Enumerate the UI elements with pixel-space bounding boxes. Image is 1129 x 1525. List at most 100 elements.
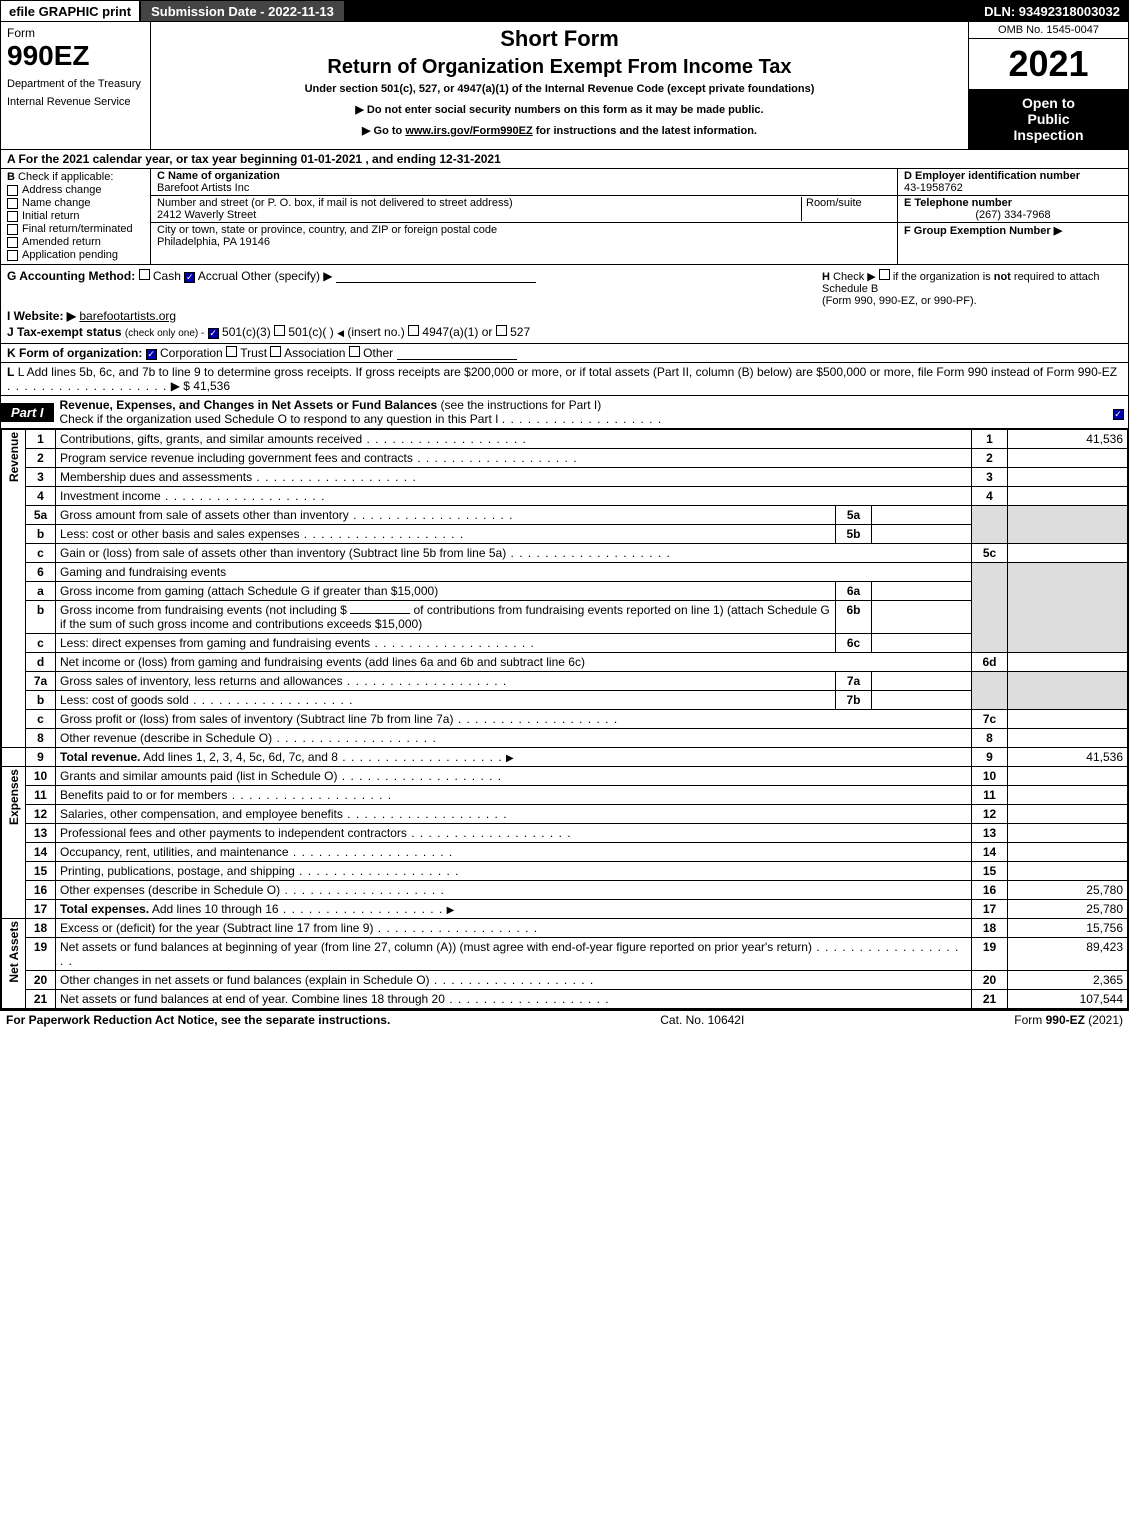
lbl-amended-return: Amended return xyxy=(22,236,101,248)
rn-7c: 7c xyxy=(972,710,1008,729)
rv-6d xyxy=(1008,653,1128,672)
dots-icon xyxy=(7,379,167,393)
line-l-text: L Add lines 5b, 6c, and 7b to line 9 to … xyxy=(18,365,1117,379)
ln-6: 6 xyxy=(26,563,56,582)
lbl-trust: Trust xyxy=(240,346,267,360)
chk-501c[interactable] xyxy=(274,325,285,336)
desc-5c: Gain or (loss) from sale of assets other… xyxy=(56,544,972,563)
footer-right-post: (2021) xyxy=(1085,1013,1123,1027)
open2: Public xyxy=(973,111,1124,127)
chk-name-change[interactable] xyxy=(7,198,18,209)
line-h-not: not xyxy=(994,271,1011,283)
chk-application-pending[interactable] xyxy=(7,250,18,261)
chk-4947[interactable] xyxy=(408,325,419,336)
desc-19: Net assets or fund balances at beginning… xyxy=(56,938,972,971)
chk-line-h[interactable] xyxy=(879,269,890,280)
expenses-side-label: Expenses xyxy=(2,767,26,919)
rv-20: 2,365 xyxy=(1008,971,1128,990)
mn-6a: 6a xyxy=(836,582,872,601)
desc-6b: Gross income from fundraising events (no… xyxy=(56,601,836,634)
rn-6d: 6d xyxy=(972,653,1008,672)
ln-4: 4 xyxy=(26,487,56,506)
lbl-501c3: 501(c)(3) xyxy=(222,325,271,339)
desc-7a: Gross sales of inventory, less returns a… xyxy=(56,672,836,691)
chk-initial-return[interactable] xyxy=(7,211,18,222)
footer-right-bold: 990-EZ xyxy=(1046,1013,1085,1027)
rv-16: 25,780 xyxy=(1008,881,1128,900)
chk-trust[interactable] xyxy=(226,346,237,357)
netassets-side-label: Net Assets xyxy=(2,919,26,1009)
desc-16: Other expenses (describe in Schedule O) xyxy=(56,881,972,900)
chk-association[interactable] xyxy=(270,346,281,357)
rv-15 xyxy=(1008,862,1128,881)
ln-5b: b xyxy=(26,525,56,544)
ln-17: 17 xyxy=(26,900,56,919)
ln-3: 3 xyxy=(26,468,56,487)
chk-amended-return[interactable] xyxy=(7,237,18,248)
ln-6d: d xyxy=(26,653,56,672)
chk-527[interactable] xyxy=(496,325,507,336)
org-name: Barefoot Artists Inc xyxy=(157,182,891,194)
chk-final-return[interactable] xyxy=(7,224,18,235)
line-k-label: K Form of organization: xyxy=(7,346,142,360)
ln-10: 10 xyxy=(26,767,56,786)
ln-15: 15 xyxy=(26,862,56,881)
room-label: Room/suite xyxy=(806,197,891,209)
ln-6c: c xyxy=(26,634,56,653)
chk-corporation[interactable]: ✓ xyxy=(146,349,157,360)
group-exempt-label: F Group Exemption Number ▶ xyxy=(904,225,1062,237)
part-1-table: Revenue 1 Contributions, gifts, grants, … xyxy=(1,429,1128,1009)
ln-7b: b xyxy=(26,691,56,710)
shade-6v xyxy=(1008,563,1128,653)
desc-8: Other revenue (describe in Schedule O) xyxy=(56,729,972,748)
chk-accrual[interactable]: ✓ xyxy=(184,272,195,283)
desc-6a: Gross income from gaming (attach Schedul… xyxy=(56,582,836,601)
rv-7c xyxy=(1008,710,1128,729)
desc-3: Membership dues and assessments xyxy=(56,468,972,487)
desc-9: Total revenue. Add lines 1, 2, 3, 4, 5c,… xyxy=(56,748,972,767)
rv-8 xyxy=(1008,729,1128,748)
lbl-initial-return: Initial return xyxy=(22,210,79,222)
lbl-cash: Cash xyxy=(153,269,181,283)
rn-19: 19 xyxy=(972,938,1008,971)
dln: DLN: 93492318003032 xyxy=(976,4,1128,19)
desc-11: Benefits paid to or for members xyxy=(56,786,972,805)
chk-501c3[interactable]: ✓ xyxy=(208,328,219,339)
rn-12: 12 xyxy=(972,805,1008,824)
ln-6b: b xyxy=(26,601,56,634)
desc-7b: Less: cost of goods sold xyxy=(56,691,836,710)
footer-catno: Cat. No. 10642I xyxy=(390,1013,1014,1027)
mv-5a xyxy=(872,506,972,525)
rv-17: 25,780 xyxy=(1008,900,1128,919)
rn-1: 1 xyxy=(972,430,1008,449)
line-h-text5: (Form 990, 990-EZ, or 990-PF). xyxy=(822,295,977,307)
ln-19: 19 xyxy=(26,938,56,971)
note2-post: for instructions and the latest informat… xyxy=(533,125,757,137)
part-1-title-sub: (see the instructions for Part I) xyxy=(441,398,602,412)
chk-schedule-o[interactable]: ✓ xyxy=(1113,409,1124,420)
shade-5v xyxy=(1008,506,1128,544)
other-org-blank xyxy=(397,346,517,360)
website-link[interactable]: barefootartists.org xyxy=(79,309,176,323)
rv-13 xyxy=(1008,824,1128,843)
city-label: City or town, state or province, country… xyxy=(157,224,891,236)
irs-link[interactable]: www.irs.gov/Form990EZ xyxy=(405,125,532,137)
ln-11: 11 xyxy=(26,786,56,805)
submission-date: Submission Date - 2022-11-13 xyxy=(141,1,344,21)
chk-cash[interactable] xyxy=(139,269,150,280)
ln-6a: a xyxy=(26,582,56,601)
addr-value: 2412 Waverly Street xyxy=(157,209,801,221)
desc-21: Net assets or fund balances at end of ye… xyxy=(56,990,972,1009)
chk-other-org[interactable] xyxy=(349,346,360,357)
form-subtitle: Under section 501(c), 527, or 4947(a)(1)… xyxy=(161,83,958,95)
mv-7b xyxy=(872,691,972,710)
mn-6c: 6c xyxy=(836,634,872,653)
part-1-tag: Part I xyxy=(1,403,54,422)
part-1-check-line: Check if the organization used Schedule … xyxy=(60,412,499,426)
short-form-title: Short Form xyxy=(161,26,958,52)
box-b: B Check if applicable: Address change Na… xyxy=(1,169,151,264)
mv-6c xyxy=(872,634,972,653)
chk-address-change[interactable] xyxy=(7,185,18,196)
rv-14 xyxy=(1008,843,1128,862)
lbl-501c: 501(c)( ) xyxy=(288,325,333,339)
